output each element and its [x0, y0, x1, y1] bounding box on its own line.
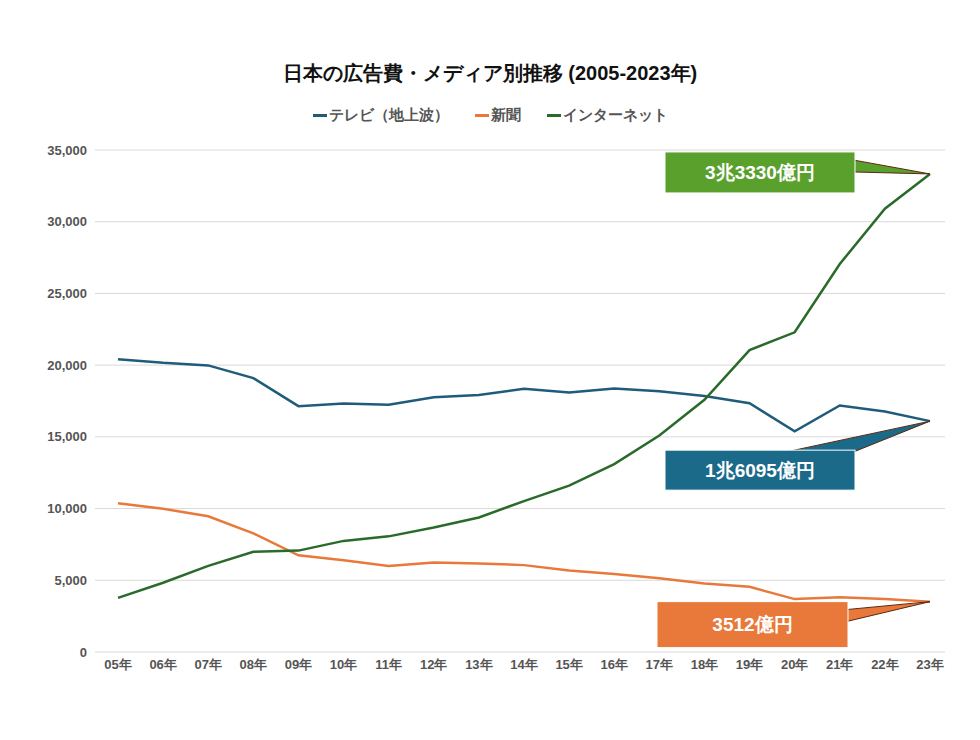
svg-text:16年: 16年: [600, 657, 627, 672]
svg-text:10,000: 10,000: [47, 501, 87, 516]
svg-text:13年: 13年: [465, 657, 492, 672]
html-text:新聞: 新聞: [490, 106, 521, 123]
svg-text:23年: 23年: [916, 657, 943, 672]
svg-text:18年: 18年: [691, 657, 718, 672]
svg-text:22年: 22年: [871, 657, 898, 672]
svg-text:0: 0: [80, 645, 87, 660]
svg-text:07年: 07年: [194, 657, 221, 672]
svg-text:08年: 08年: [240, 657, 267, 672]
svg-text:20年: 20年: [781, 657, 808, 672]
html-text:テレビ（地上波）: テレビ（地上波）: [328, 106, 449, 123]
svg-text:06年: 06年: [149, 657, 176, 672]
svg-text:09年: 09年: [285, 657, 312, 672]
svg-text:10年: 10年: [330, 657, 357, 672]
svg-text:21年: 21年: [826, 657, 853, 672]
svg-text:15年: 15年: [555, 657, 582, 672]
svg-text:3兆3330億円: 3兆3330億円: [705, 162, 815, 183]
svg-text:35,000: 35,000: [47, 143, 87, 158]
svg-text:15,000: 15,000: [47, 429, 87, 444]
svg-text:20,000: 20,000: [47, 358, 87, 373]
svg-text:17年: 17年: [646, 657, 673, 672]
svg-text:14年: 14年: [510, 657, 537, 672]
svg-text:3512億円: 3512億円: [712, 614, 792, 635]
html-text:日本の広告費・メディア別推移 (2005-2023年): 日本の広告費・メディア別推移 (2005-2023年): [282, 62, 698, 84]
svg-text:12年: 12年: [420, 657, 447, 672]
svg-text:19年: 19年: [736, 657, 763, 672]
svg-text:25,000: 25,000: [47, 286, 87, 301]
html-text:インターネット: インターネット: [562, 106, 668, 123]
svg-text:5,000: 5,000: [54, 573, 87, 588]
svg-text:1兆6095億円: 1兆6095億円: [705, 460, 815, 481]
svg-text:11年: 11年: [375, 657, 402, 672]
svg-text:30,000: 30,000: [47, 214, 87, 229]
svg-text:05年: 05年: [104, 657, 131, 672]
